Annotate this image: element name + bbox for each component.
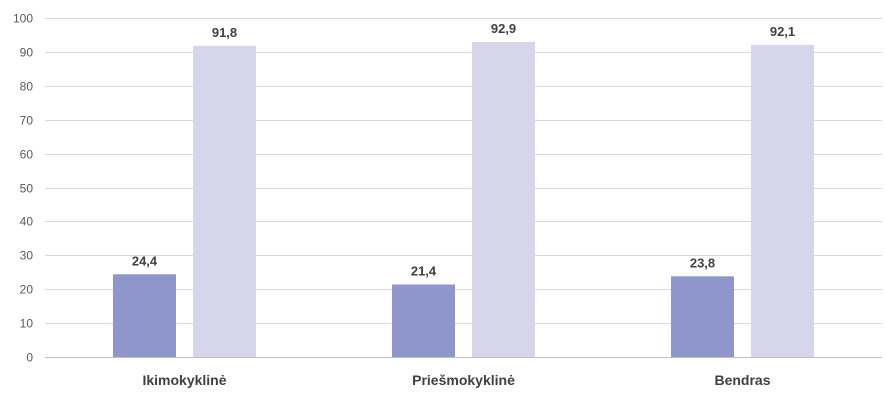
category-label: Ikimokyklinė xyxy=(142,372,226,388)
bar xyxy=(671,276,734,357)
bar xyxy=(113,274,176,357)
data-label: 21,4 xyxy=(411,263,437,278)
bar xyxy=(751,44,814,357)
category-label: Priešmokyklinė xyxy=(412,372,515,388)
data-label: 91,8 xyxy=(212,25,237,40)
data-label: 92,9 xyxy=(491,21,516,36)
bars xyxy=(113,42,814,357)
y-tick-label: 10 xyxy=(20,317,34,331)
y-tick-label: 60 xyxy=(20,148,34,162)
y-tick-label: 70 xyxy=(20,114,34,128)
y-tick-label: 100 xyxy=(13,12,33,26)
data-label: 23,8 xyxy=(690,255,715,270)
y-tick-label: 0 xyxy=(26,351,33,365)
y-tick-label: 30 xyxy=(20,249,34,263)
y-tick-label: 80 xyxy=(20,80,34,94)
y-tick-label: 50 xyxy=(20,182,34,196)
data-labels: 24,4 91,8 21,4 92,9 23,8 92,1 xyxy=(132,21,795,278)
gridlines xyxy=(45,18,882,358)
bar xyxy=(472,42,535,357)
y-tick-label: 20 xyxy=(20,283,34,297)
bar xyxy=(193,45,256,357)
x-axis-categories: Ikimokyklinė Priešmokyklinė Bendras xyxy=(142,372,770,388)
y-axis-ticks: 0 10 20 30 40 50 60 70 80 90 100 xyxy=(13,12,33,365)
y-tick-label: 40 xyxy=(20,215,34,229)
bar xyxy=(392,284,455,357)
data-label: 92,1 xyxy=(770,24,795,39)
category-label: Bendras xyxy=(714,372,770,388)
y-tick-label: 90 xyxy=(20,46,34,60)
data-label: 24,4 xyxy=(132,253,158,268)
